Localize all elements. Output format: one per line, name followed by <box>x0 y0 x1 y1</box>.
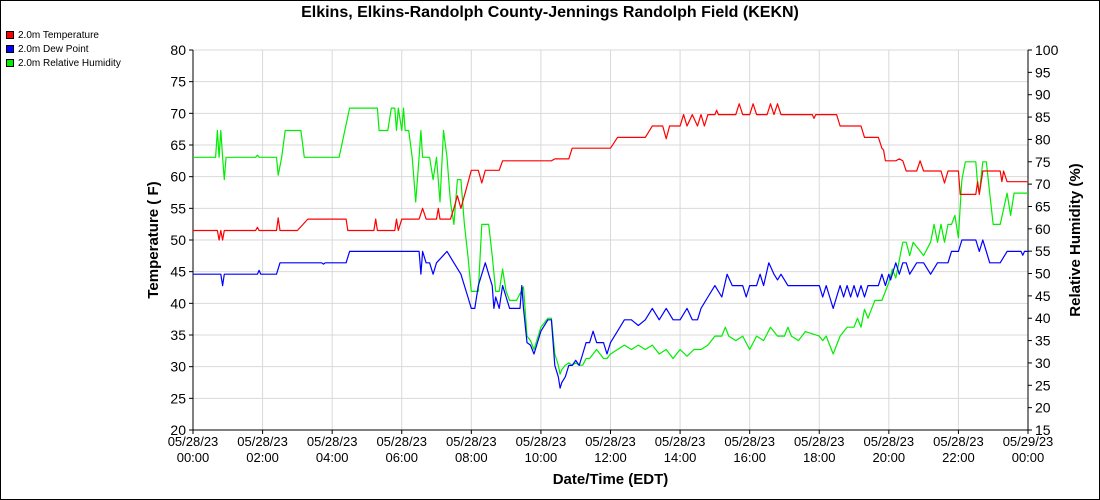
x-tick-label-time: 02:00 <box>246 450 279 465</box>
y-left-tick-label: 55 <box>170 200 186 216</box>
x-tick-label-time: 00:00 <box>1012 450 1045 465</box>
y-right-tick-label: 75 <box>1035 154 1051 170</box>
x-tick-label-date: 05/28/23 <box>724 434 775 449</box>
chart-title: Elkins, Elkins-Randolph County-Jennings … <box>301 4 799 21</box>
x-tick-label-date: 05/28/23 <box>516 434 567 449</box>
series-line-dew-point <box>193 239 1028 389</box>
x-tick-label-date: 05/28/23 <box>376 434 427 449</box>
y-left-tick-label: 60 <box>170 169 186 185</box>
y-right-tick-label: 90 <box>1035 87 1051 103</box>
x-tick-label-date: 05/28/23 <box>794 434 845 449</box>
y-left-tick-label: 35 <box>170 327 186 343</box>
x-tick-label-date: 05/28/23 <box>864 434 915 449</box>
x-tick-label-time: 06:00 <box>385 450 418 465</box>
y-left-tick-label: 45 <box>170 264 186 280</box>
x-tick-label-time: 20:00 <box>873 450 906 465</box>
y-right-tick-label: 85 <box>1035 109 1051 125</box>
y-right-tick-label: 20 <box>1035 400 1051 416</box>
x-axis-title: Date/Time (EDT) <box>553 471 669 488</box>
x-tick-label-date: 05/28/23 <box>168 434 219 449</box>
y-right-tick-label: 80 <box>1035 131 1051 147</box>
legend: 2.0m Temperature 2.0m Dew Point 2.0m Rel… <box>6 28 121 70</box>
y-right-tick-label: 95 <box>1035 64 1051 80</box>
x-tick-label-date: 05/28/23 <box>933 434 984 449</box>
y-left-tick-label: 70 <box>170 105 186 121</box>
x-tick-label-time: 00:00 <box>177 450 210 465</box>
x-tick-label-date: 05/28/23 <box>585 434 636 449</box>
legend-item-temperature: 2.0m Temperature <box>6 28 121 42</box>
x-tick-label-time: 08:00 <box>455 450 488 465</box>
y-axis-right-title: Relative Humidity (%) <box>1067 163 1084 316</box>
x-tick-label-date: 05/28/23 <box>655 434 706 449</box>
x-tick-label-date: 05/28/23 <box>237 434 288 449</box>
legend-label-dew-point: 2.0m Dew Point <box>18 43 89 55</box>
y-right-tick-label: 60 <box>1035 221 1051 237</box>
series-line-relative-humidity <box>193 107 1028 375</box>
y-left-tick-label: 50 <box>170 232 186 248</box>
legend-label-temperature: 2.0m Temperature <box>18 29 99 41</box>
y-left-tick-label: 25 <box>170 390 186 406</box>
x-tick-label-time: 04:00 <box>316 450 349 465</box>
y-right-tick-label: 100 <box>1035 42 1059 58</box>
y-right-tick-label: 55 <box>1035 243 1051 259</box>
y-left-tick-label: 75 <box>170 74 186 90</box>
y-left-tick-label: 80 <box>170 42 186 58</box>
x-tick-label-date: 05/29/23 <box>1003 434 1054 449</box>
y-right-tick-label: 30 <box>1035 355 1051 371</box>
y-right-tick-label: 45 <box>1035 288 1051 304</box>
legend-item-dew-point: 2.0m Dew Point <box>6 42 121 56</box>
x-tick-label-time: 18:00 <box>803 450 836 465</box>
x-tick-label-time: 12:00 <box>594 450 627 465</box>
y-right-tick-label: 40 <box>1035 310 1051 326</box>
y-right-tick-label: 70 <box>1035 176 1051 192</box>
legend-swatch-relative-humidity <box>6 59 14 67</box>
series-line-temperature <box>193 103 1028 241</box>
x-tick-label-time: 10:00 <box>525 450 558 465</box>
x-tick-label-time: 16:00 <box>733 450 766 465</box>
x-tick-label-date: 05/28/23 <box>307 434 358 449</box>
y-left-tick-label: 40 <box>170 295 186 311</box>
y-right-tick-label: 50 <box>1035 266 1051 282</box>
y-left-tick-label: 65 <box>170 137 186 153</box>
y-right-tick-label: 35 <box>1035 333 1051 349</box>
y-right-tick-label: 15 <box>1035 422 1051 438</box>
legend-item-relative-humidity: 2.0m Relative Humidity <box>6 56 121 70</box>
y-left-tick-label: 30 <box>170 359 186 375</box>
x-tick-label-time: 14:00 <box>664 450 697 465</box>
legend-swatch-temperature <box>6 31 14 39</box>
y-right-tick-label: 25 <box>1035 377 1051 393</box>
x-tick-label-time: 22:00 <box>942 450 975 465</box>
legend-swatch-dew-point <box>6 45 14 53</box>
legend-label-relative-humidity: 2.0m Relative Humidity <box>18 57 121 69</box>
y-left-tick-label: 20 <box>170 422 186 438</box>
x-tick-label-date: 05/28/23 <box>446 434 497 449</box>
y-axis-left-title: Temperature ( F) <box>145 181 162 298</box>
y-right-tick-label: 65 <box>1035 198 1051 214</box>
